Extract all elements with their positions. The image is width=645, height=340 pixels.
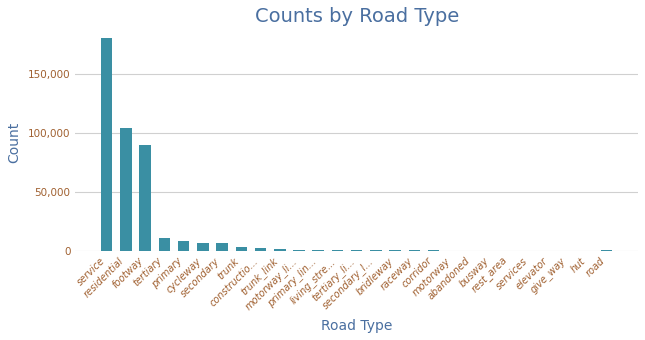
Bar [216, 243, 228, 251]
Bar [274, 249, 286, 251]
Bar [312, 250, 324, 251]
X-axis label: Road Type: Road Type [321, 319, 392, 333]
Bar [255, 249, 266, 251]
Bar [390, 250, 401, 251]
Bar [293, 250, 305, 251]
Title: Counts by Road Type: Counts by Road Type [255, 7, 459, 26]
Bar [332, 250, 343, 251]
Bar [370, 250, 382, 251]
Bar [101, 38, 112, 251]
Bar [235, 247, 247, 251]
Bar [120, 129, 132, 251]
Y-axis label: Count: Count [7, 121, 21, 163]
Bar [139, 145, 151, 251]
Bar [178, 241, 190, 251]
Bar [159, 238, 170, 251]
Bar [197, 243, 208, 251]
Bar [601, 250, 613, 251]
Bar [351, 250, 362, 251]
